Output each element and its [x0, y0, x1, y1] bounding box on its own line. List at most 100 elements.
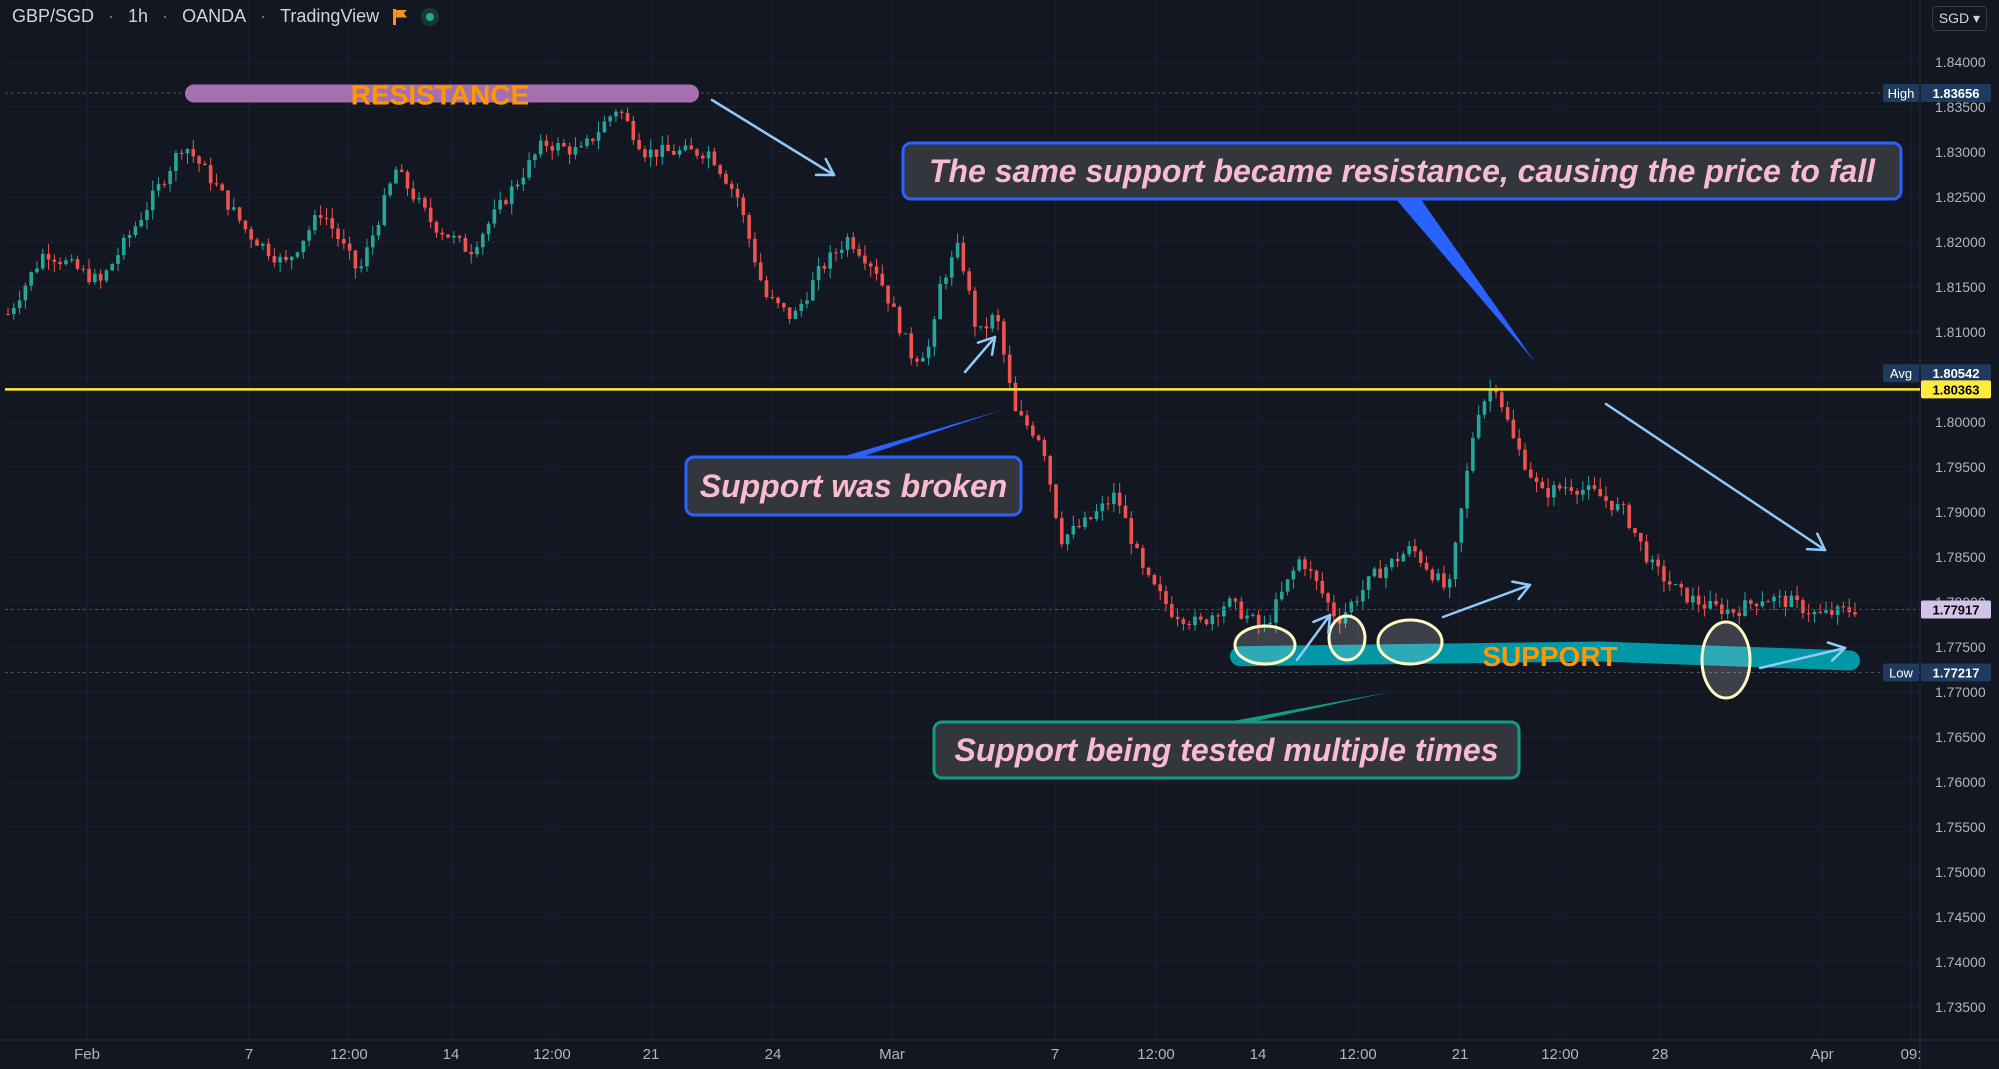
candle-body: [255, 239, 259, 246]
time-tick-label: 7: [245, 1046, 253, 1063]
candle-body: [533, 154, 537, 161]
price-tick-label: 1.73500: [1935, 999, 1986, 1015]
arrow-shaft: [710, 98, 836, 177]
price-tick-label: 1.74500: [1935, 909, 1986, 925]
candle-body: [1442, 573, 1446, 588]
candle-body: [1494, 389, 1498, 393]
candle-body: [295, 252, 300, 257]
candle-body: [1523, 449, 1527, 470]
candle-body: [1673, 584, 1678, 586]
candle-body: [463, 237, 468, 252]
candle-body: [770, 297, 775, 299]
candle-body: [1007, 354, 1012, 383]
candle-body: [590, 138, 595, 141]
candle-body: [399, 169, 404, 172]
candle-body: [660, 144, 665, 157]
candle-body: [1598, 488, 1603, 497]
candle-body: [492, 209, 497, 224]
candle-body: [1152, 575, 1157, 585]
candle-body: [984, 326, 989, 329]
candle-body: [1754, 603, 1759, 607]
candle-body: [1453, 542, 1458, 580]
candle-body: [452, 235, 456, 238]
candle-body: [1031, 425, 1035, 436]
interval-label[interactable]: 1h: [128, 6, 149, 26]
candle-body: [868, 263, 873, 267]
candle-body: [1835, 606, 1840, 615]
candle-body: [1204, 619, 1209, 625]
currency-label: SGD: [1938, 10, 1970, 26]
candle-body: [1638, 533, 1643, 542]
candle-body: [6, 314, 10, 315]
candle-body: [417, 198, 421, 200]
candle-body: [1575, 491, 1579, 495]
candle-body: [127, 235, 132, 238]
support-price-badge-value: 1.80363: [1933, 382, 1980, 397]
candle-body: [1511, 419, 1516, 439]
candle-body: [602, 121, 607, 133]
candle-body: [1801, 600, 1805, 614]
time-axis[interactable]: Feb 7 12:00 14 12:00 21 24 Mar 7 12:00 14 12:00 21 12…: [74, 1046, 1921, 1063]
symbol-name[interactable]: GBP/SGD: [12, 6, 95, 26]
candle-body: [776, 297, 780, 304]
candle-body: [573, 147, 578, 155]
candle-body: [1187, 623, 1191, 626]
candle-body: [1181, 619, 1186, 624]
candle-body: [567, 146, 572, 155]
candle-body: [1123, 505, 1128, 519]
candle-body: [197, 156, 201, 164]
candle-body: [1065, 534, 1070, 545]
candle-body: [313, 215, 317, 231]
candle-body: [1297, 559, 1301, 571]
candle-body: [1488, 389, 1493, 402]
price-tick-label: 1.74000: [1935, 954, 1986, 970]
candle-body: [87, 268, 91, 283]
candle-body: [874, 266, 879, 274]
trend-arrow: [963, 335, 997, 374]
candle-body: [579, 145, 584, 148]
candle-body: [69, 259, 74, 261]
time-tick-label: 24: [765, 1046, 782, 1063]
candle-body: [93, 273, 97, 283]
candle-body: [376, 224, 381, 236]
candle-body: [226, 190, 230, 210]
candle-body: [58, 261, 62, 265]
candle-body: [608, 116, 612, 122]
currency-selector[interactable]: SGD ▾: [1931, 6, 1987, 31]
candle-body: [1818, 611, 1823, 613]
candle-body: [232, 207, 236, 210]
candle-body: [1048, 455, 1052, 485]
candle-body: [1164, 591, 1168, 605]
candle-body: [1725, 609, 1730, 614]
resistance-label: RESISTANCE: [351, 80, 529, 111]
candle-body: [1436, 573, 1440, 580]
time-tick-label: 14: [443, 1046, 460, 1063]
candle-body: [892, 303, 896, 307]
candle-body: [816, 266, 821, 281]
candle-body: [1059, 517, 1064, 545]
candle-body: [718, 165, 722, 174]
candle-body: [1777, 595, 1782, 597]
candle-body: [1714, 600, 1718, 605]
support-price-badge: [1921, 380, 1991, 399]
symbol-header[interactable]: GBP/SGD · 1h · OANDA · TradingView: [12, 6, 440, 27]
candle-body: [1418, 551, 1423, 563]
flag-icon[interactable]: [393, 8, 407, 25]
candle-body: [811, 280, 815, 301]
last-price-badge-value: 1.77917: [1933, 602, 1980, 617]
candle-body: [1222, 606, 1226, 617]
price-tick-label: 1.77000: [1935, 684, 1986, 700]
price-axis[interactable]: 1.84000 1.83500 1.83000 1.82500 1.82000 1.815…: [1883, 54, 1991, 1015]
candle-body: [145, 210, 149, 220]
candle-body: [191, 149, 196, 157]
candle-body: [544, 140, 549, 147]
chart-drawings: RESISTANCE SUPPORT The same support became…: [185, 80, 1903, 780]
candle-body: [926, 346, 931, 358]
candle-body: [1650, 559, 1655, 563]
arrow-head: [1826, 641, 1847, 650]
candle-body: [538, 140, 543, 155]
candle-body: [787, 307, 792, 319]
candle-body: [1002, 321, 1006, 355]
candle-body: [405, 171, 410, 189]
